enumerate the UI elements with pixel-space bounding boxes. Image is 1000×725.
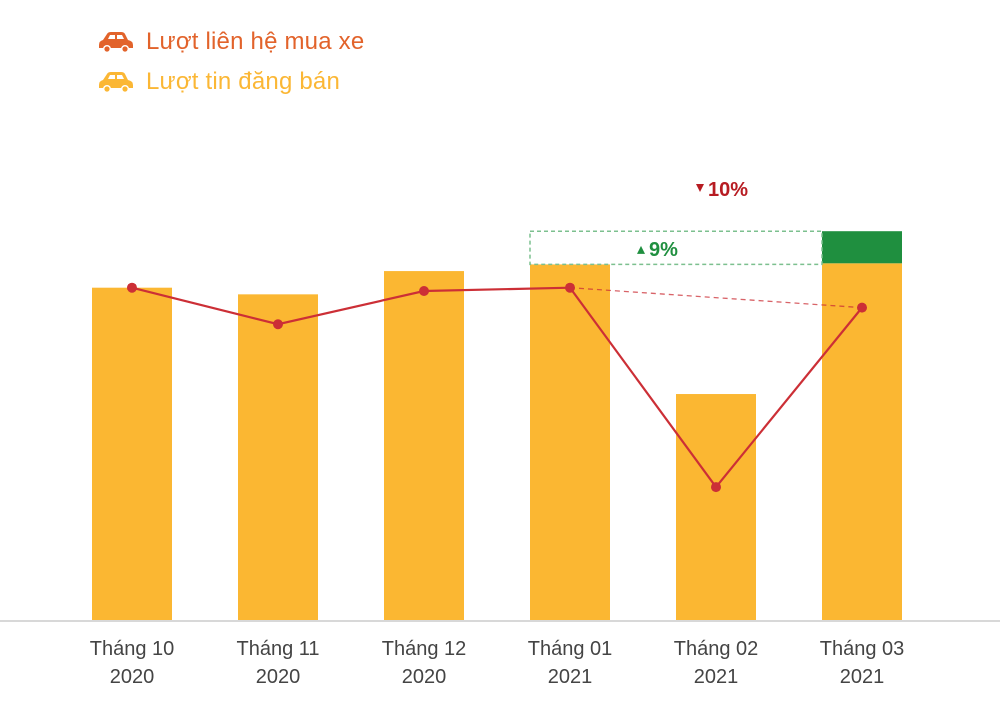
x-tick-label: 2020: [110, 666, 155, 688]
car-icon: [99, 72, 133, 93]
x-tick-label: 2020: [402, 666, 447, 688]
decrease-compare-line: [569, 287, 863, 309]
legend: Lượt liên hệ mua xe Lượt tin đăng bán: [96, 22, 364, 102]
bar-group: [92, 231, 902, 620]
x-tick-label: Tháng 11: [236, 638, 319, 660]
increase-label: 9%: [649, 239, 678, 261]
bar-increase-segment: [822, 231, 902, 264]
triangle-down-icon: [696, 184, 704, 192]
legend-item-listings: Lượt tin đăng bán: [96, 62, 364, 102]
x-axis: Tháng 10 2020 Tháng 11 2020 Tháng 12 2020 Thán…: [0, 620, 1000, 688]
x-tick-label: 2020: [256, 666, 301, 688]
x-tick-label: Tháng 10: [90, 638, 175, 660]
bar: [92, 287, 172, 620]
line-point: [273, 319, 283, 330]
x-tick-label: 2021: [840, 666, 885, 688]
legend-item-contacts: Lượt liên hệ mua xe: [96, 22, 364, 62]
bar: [384, 271, 464, 620]
x-tick-label: 2021: [694, 666, 739, 688]
bar: [676, 394, 756, 620]
x-tick-label: Tháng 03: [820, 638, 905, 660]
line-point: [419, 286, 429, 297]
legend-label-contacts: Lượt liên hệ mua xe: [146, 28, 365, 55]
line-series: [131, 286, 863, 489]
annotation-group: 9% 10%: [529, 179, 823, 266]
x-tick-label: 2021: [548, 666, 593, 688]
legend-label-listings: Lượt tin đăng bán: [146, 68, 341, 95]
bar: [822, 263, 902, 620]
car-icon: [99, 32, 133, 53]
increase-box: [529, 230, 823, 266]
line-group: [127, 282, 867, 493]
bar: [530, 264, 610, 620]
x-tick-label: Tháng 02: [674, 638, 759, 660]
line-point: [565, 282, 575, 293]
line-point: [857, 302, 867, 313]
x-tick-label: Tháng 01: [528, 638, 613, 660]
line-point: [127, 282, 137, 293]
triangle-up-icon: [637, 245, 645, 254]
x-tick-label: Tháng 12: [382, 638, 467, 660]
line-point: [711, 482, 721, 493]
bar: [238, 294, 318, 620]
decrease-label: 10%: [708, 179, 748, 201]
